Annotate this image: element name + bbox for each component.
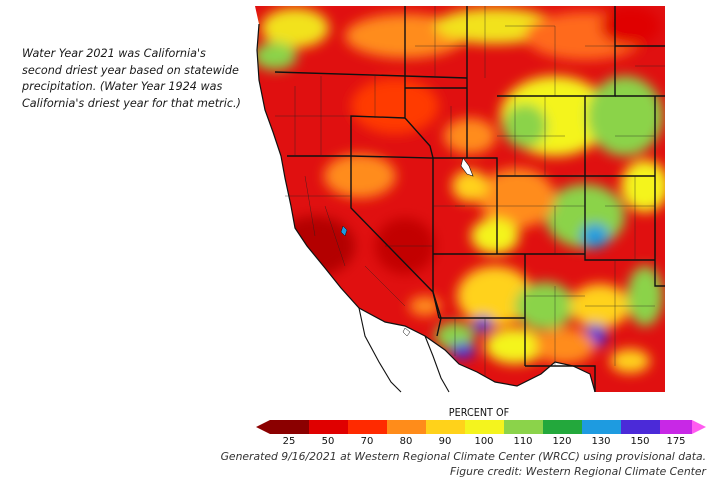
blob [261,8,329,48]
blob [471,218,519,254]
legend-tick: 50 [321,436,335,447]
blob [435,8,555,44]
gulf-coast [424,335,450,393]
caption-line: Water Year 2021 was California's [22,47,206,60]
blob [473,316,493,332]
caption-line: California's driest year for that metric… [22,96,241,110]
legend-tick: 25 [282,436,296,447]
generated-note: Generated 9/16/2021 at Western Regional … [220,450,706,463]
blob [515,282,575,330]
legend-segment-150 [621,420,660,434]
precipitation-map [255,6,665,393]
county-borders [275,6,665,376]
legend-tick: 175 [666,436,686,447]
legend-tick: 70 [360,436,374,447]
legend-segment-70 [348,420,387,434]
legend-tick: 90 [438,436,452,447]
blob [485,328,545,364]
legend-colorbar [256,420,706,434]
legend-tick: 110 [513,436,533,447]
blob [452,170,488,202]
legend-tick: 130 [591,436,611,447]
legend-segment-80 [387,420,426,434]
legend-segment-90 [426,420,465,434]
legend-segment-50 [309,420,348,434]
great-salt-lake [460,157,474,177]
state-borders [274,6,665,392]
legend-ticks: 25 50 70 80 90 100 110 120 130 150 175 [256,436,706,450]
legend-segment-130 [582,420,621,434]
legend-segment-25 [270,420,309,434]
map-land [255,6,665,392]
salton-sea [402,327,411,337]
blob [444,118,496,154]
coastline [256,23,596,393]
blob [581,224,609,248]
blob [627,266,663,326]
blob [255,42,297,70]
blob [610,349,650,373]
legend-max-arrow [692,420,706,434]
legend-tick: 100 [474,436,494,447]
blob [409,296,441,316]
blob [600,6,660,46]
blob [451,343,475,359]
blob [503,104,547,148]
blob [535,328,595,364]
blob [275,216,355,276]
figure-credit: Figure credit: Western Regional Climate … [450,465,706,478]
legend-tick: 150 [630,436,650,447]
blob [351,78,439,134]
legend-segment-100 [465,420,504,434]
legend-tick: 80 [399,436,413,447]
blob [621,160,665,212]
legend-tick: 120 [552,436,572,447]
blob [479,168,555,228]
blob [324,154,396,198]
caption-line: precipitation. (Water Year 1924 was [22,80,223,93]
blob [587,76,663,156]
legend-segment-175 [660,420,692,434]
caption-line: second driest year based on statewide [22,63,239,77]
legend-segment-120 [543,420,582,434]
legend-segment-110 [504,420,543,434]
caption: Water Year 2021 was California's second … [22,46,252,112]
lake-tahoe [340,225,348,237]
baja-coast [358,307,402,393]
legend-min-arrow [256,420,270,434]
blob [457,266,533,326]
